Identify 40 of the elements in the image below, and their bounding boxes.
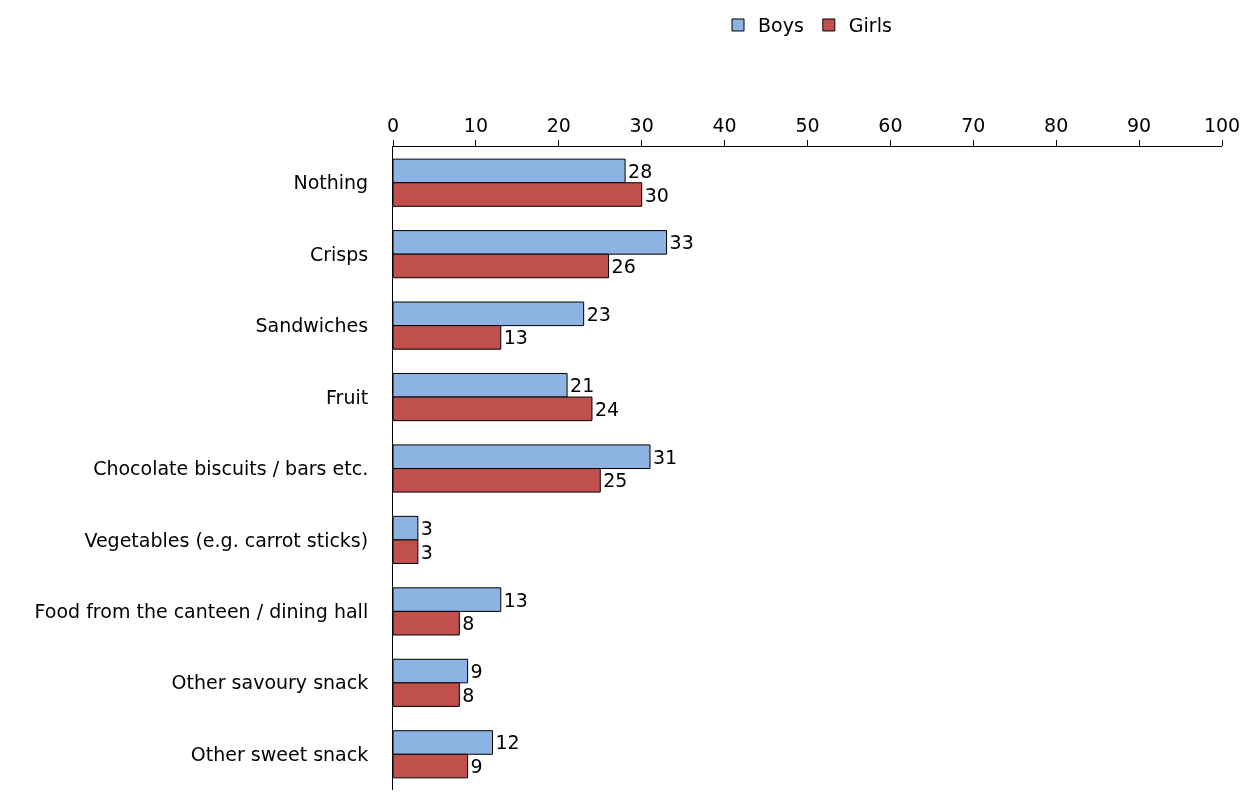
y-tick-label: Vegetables (e.g. carrot sticks) [84,528,369,551]
data-label: 23 [586,302,611,325]
data-label: 8 [462,683,475,706]
data-label: 25 [603,469,628,492]
y-tick-label: Fruit [326,385,369,408]
data-label: 12 [495,731,520,754]
data-label: 21 [570,374,595,397]
x-tick-label: 90 [1127,114,1152,137]
data-label: 31 [652,445,678,468]
data-label: 30 [644,183,669,206]
y-tick-label: Food from the canteen / dining hall [34,600,369,623]
y-tick-label: Sandwiches [255,314,369,337]
data-label: 33 [669,231,694,254]
legend-label: Boys [758,14,804,37]
data-label: 26 [611,254,636,277]
legend-label: Girls [848,14,892,37]
x-tick-label: 70 [961,114,986,137]
x-tick-label: 80 [1044,114,1069,137]
data-label: 9 [470,660,483,683]
y-tick-label: Crisps [309,242,369,265]
data-label: 13 [503,588,528,611]
data-label: 13 [503,326,528,349]
x-tick-label: 20 [546,114,571,137]
data-label: 9 [470,755,483,778]
y-tick-label: Chocolate biscuits / bars etc. [93,457,369,480]
y-tick-label: Other savoury snack [171,671,369,694]
data-label: 28 [628,159,653,182]
data-label: 3 [420,540,433,563]
data-label: 3 [420,517,433,540]
data-label: 24 [594,397,620,420]
x-tick-label: 50 [795,114,820,137]
y-tick-label: Nothing [293,171,369,194]
x-tick-label: 0 [386,114,400,137]
x-tick-label: 100 [1203,114,1241,137]
x-tick-label: 10 [463,114,488,137]
x-tick-label: 60 [878,114,903,137]
data-label: 8 [462,612,475,635]
x-tick-label: 40 [712,114,737,137]
x-tick-label: 30 [629,114,654,137]
y-tick-label: Other sweet snack [190,742,369,765]
